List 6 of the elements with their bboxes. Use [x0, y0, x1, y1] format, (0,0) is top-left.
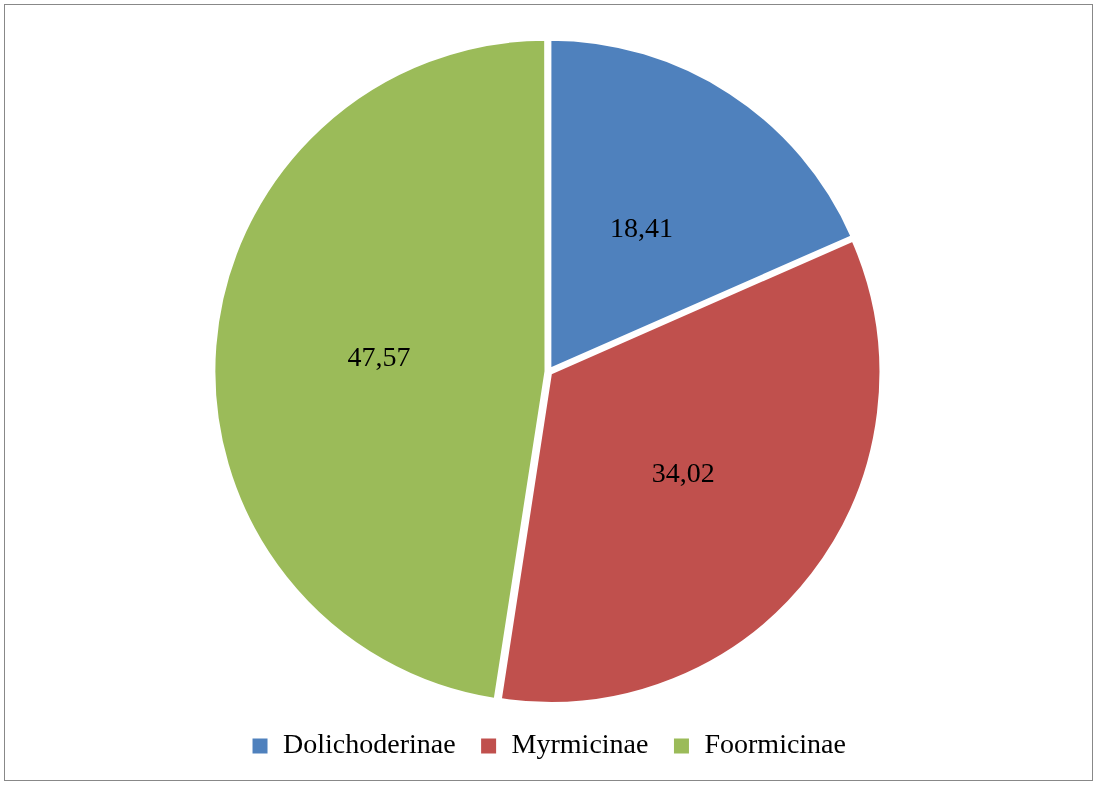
legend-label: Dolichoderinae: [283, 728, 456, 760]
data-label: 47,57: [347, 340, 411, 372]
legend-label: Foormicinae: [704, 728, 846, 760]
data-label: 18,41: [609, 211, 673, 243]
legend-label: Myrmicinae: [511, 728, 649, 760]
data-label: 34,02: [651, 457, 715, 489]
